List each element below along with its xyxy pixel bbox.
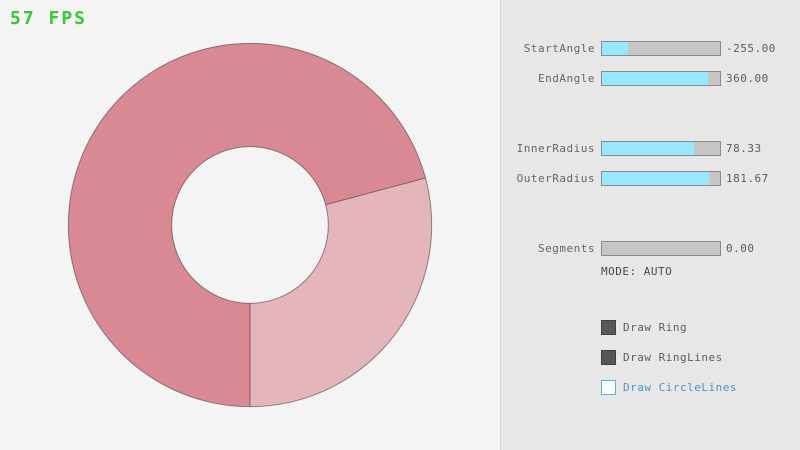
ring-inner-line: [171, 146, 329, 304]
checkbox-label: Draw RingLines: [623, 351, 723, 364]
endangle-value: 360.00: [726, 72, 769, 85]
ring-lines: [67, 42, 433, 408]
ring-radial-line-start: [325, 177, 426, 206]
checkbox-box[interactable]: [601, 320, 616, 335]
control-panel: StartAngle -255.00 EndAngle 360.00 Inner…: [500, 0, 800, 450]
slider-row-endangle: EndAngle 360.00: [501, 71, 800, 86]
slider-row-startangle: StartAngle -255.00: [501, 41, 800, 56]
innerradius-value: 78.33: [726, 142, 762, 155]
ring-canvas: [67, 42, 433, 408]
ring-hole: [171, 146, 329, 304]
outerradius-label: OuterRadius: [516, 172, 595, 185]
segments-label: Segments: [538, 242, 595, 255]
innerradius-slider[interactable]: [601, 141, 721, 156]
slider-row-segments: Segments 0.00: [501, 241, 800, 256]
checkbox-draw-ring[interactable]: Draw Ring: [601, 320, 800, 335]
segments-slider[interactable]: [601, 241, 721, 256]
startangle-slider-fill: [602, 42, 628, 55]
startangle-slider[interactable]: [601, 41, 721, 56]
outerradius-slider-fill: [602, 172, 710, 185]
endangle-slider[interactable]: [601, 71, 721, 86]
outerradius-value: 181.67: [726, 172, 769, 185]
checkbox-label: Draw Ring: [623, 321, 688, 334]
checkbox-box[interactable]: [601, 380, 616, 395]
ring-outer-line: [67, 42, 433, 408]
segments-value: 0.00: [726, 242, 755, 255]
checkbox-box[interactable]: [601, 350, 616, 365]
endangle-label: EndAngle: [538, 72, 595, 85]
startangle-label: StartAngle: [523, 42, 595, 55]
checkbox-draw-circlelines[interactable]: Draw CircleLines: [601, 380, 800, 395]
endangle-slider-fill: [602, 72, 709, 85]
innerradius-slider-fill: [602, 142, 695, 155]
innerradius-label: InnerRadius: [516, 142, 595, 155]
outerradius-slider[interactable]: [601, 171, 721, 186]
mode-indicator: MODE: AUTO: [601, 265, 673, 278]
slider-row-innerradius: InnerRadius 78.33: [501, 141, 800, 156]
fps-counter: 57 FPS: [10, 8, 88, 29]
startangle-value: -255.00: [726, 42, 776, 55]
slider-row-outerradius: OuterRadius 181.67: [501, 171, 800, 186]
ring-single-pass-region: [250, 177, 432, 407]
checkbox-label: Draw CircleLines: [623, 381, 737, 394]
checkbox-draw-ringlines[interactable]: Draw RingLines: [601, 350, 800, 365]
